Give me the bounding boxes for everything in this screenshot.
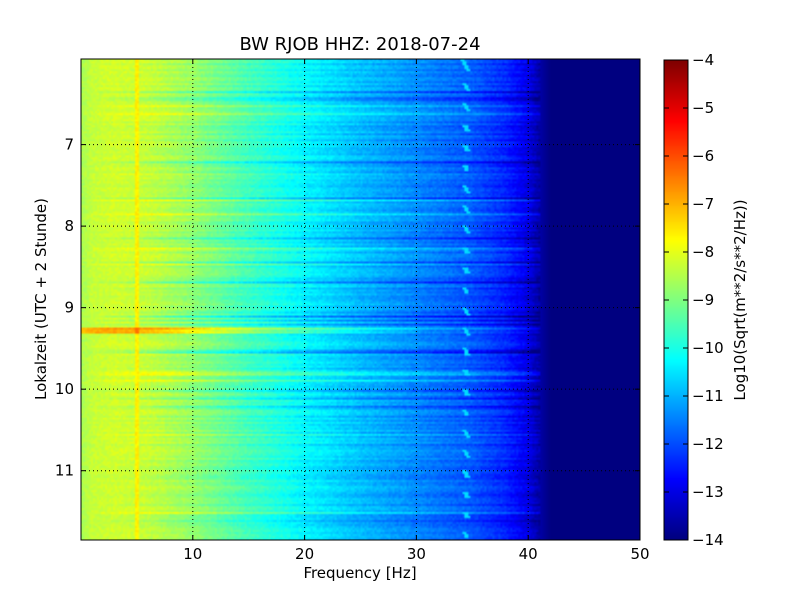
colorbar-tick-label: −7 xyxy=(692,195,714,213)
x-tick-label: 10 xyxy=(183,545,202,563)
colorbar-label: Log10(Sqrt(m**2/s**2/Hz)) xyxy=(731,199,749,400)
colorbar-tick-label: −4 xyxy=(692,51,714,69)
chart-title: BW RJOB HHZ: 2018-07-24 xyxy=(239,34,480,55)
colorbar-tick-label: −10 xyxy=(692,339,724,357)
y-axis-label: Lokalzeit (UTC + 2 Stunde) xyxy=(32,198,50,400)
y-tick-label: 10 xyxy=(55,380,74,398)
spectrogram-heatmap xyxy=(81,59,640,540)
x-tick-label: 50 xyxy=(630,545,649,563)
plot-frame xyxy=(80,58,641,541)
x-tick-label: 20 xyxy=(295,545,314,563)
colorbar-tick-label: −5 xyxy=(692,99,714,117)
x-tick-label: 30 xyxy=(407,545,426,563)
colorbar-tick-label: −11 xyxy=(692,387,724,405)
colorbar-tick-label: −8 xyxy=(692,243,714,261)
x-tick-label: 40 xyxy=(519,545,538,563)
plot-area: 10 20 30 40 50 7 8 9 10 11 xyxy=(55,58,650,563)
colorbar-tick-label: −6 xyxy=(692,147,714,165)
y-tick-label: 9 xyxy=(64,299,74,317)
y-tick-label: 8 xyxy=(64,217,74,235)
x-axis-label: Frequency [Hz] xyxy=(303,564,416,582)
colorbar-ticks: −4 −5 −6 −7 −8 −9 −10 −11 −12 −13 −14 xyxy=(664,51,724,549)
y-tick-label: 7 xyxy=(64,136,74,154)
colorbar-tick-label: −12 xyxy=(692,435,724,453)
colorbar-tick-label: −9 xyxy=(692,291,714,309)
x-axis-ticks: 10 20 30 40 50 xyxy=(183,59,650,563)
y-tick-label: 11 xyxy=(55,462,74,480)
colorbar-tick-label: −13 xyxy=(692,483,724,501)
colorbar-tick-label: −14 xyxy=(692,531,724,549)
grid-lines xyxy=(81,59,640,540)
colorbar: −4 −5 −6 −7 −8 −9 −10 −11 −12 −13 −14 xyxy=(663,51,724,549)
y-axis-ticks: 7 8 9 10 11 xyxy=(55,136,640,480)
